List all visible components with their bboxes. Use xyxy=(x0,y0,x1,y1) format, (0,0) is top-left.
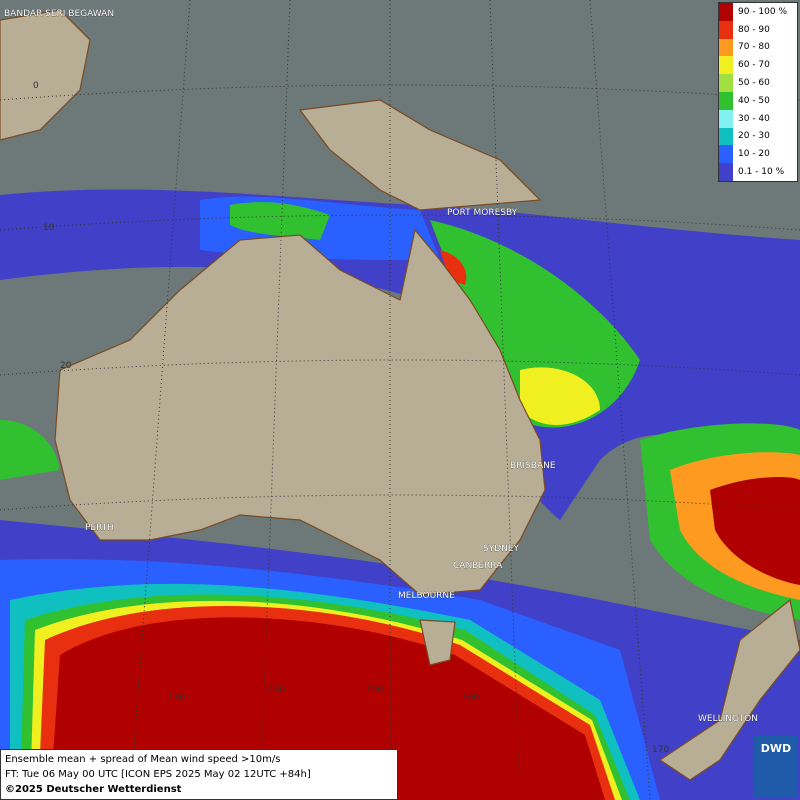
place-label: CANBERRA xyxy=(453,561,503,571)
legend: 90 - 100 % 80 - 90 70 - 80 60 - 70 50 - 60 40… xyxy=(718,2,798,182)
graticule-label: 170 xyxy=(652,745,669,755)
legend-label: 0.1 - 10 % xyxy=(738,167,785,178)
place-label: PERTH xyxy=(85,523,114,533)
legend-item: 20 - 30 xyxy=(719,127,797,146)
land xyxy=(0,9,800,781)
place-label: SYDNEY xyxy=(483,544,520,554)
legend-swatch xyxy=(719,38,733,57)
legend-item: 40 - 50 xyxy=(719,91,797,110)
legend-label: 90 - 100 % xyxy=(738,6,788,17)
legend-label: 60 - 70 xyxy=(738,60,770,71)
legend-item: 60 - 70 xyxy=(719,56,797,75)
legend-swatch xyxy=(719,145,733,164)
legend-label: 20 - 30 xyxy=(738,131,770,142)
legend-item: 10 - 20 xyxy=(719,145,797,164)
legend-item: 80 - 90 xyxy=(719,20,797,39)
legend-item: 50 - 60 xyxy=(719,74,797,92)
graticule-label: 140 xyxy=(268,685,285,695)
legend-item: 90 - 100 % xyxy=(719,3,797,21)
legend-label: 50 - 60 xyxy=(738,78,770,89)
legend-label: 30 - 40 xyxy=(738,113,770,124)
caption-line: FT: Tue 06 May 00 UTC [ICON EPS 2025 May… xyxy=(5,769,311,780)
legend-swatch xyxy=(719,20,733,39)
legend-swatch xyxy=(719,56,733,75)
copyright: ©2025 Deutscher Wetterdienst xyxy=(5,784,182,795)
legend-item: 70 - 80 xyxy=(719,38,797,57)
legend-label: 10 - 20 xyxy=(738,149,770,160)
place-label: MELBOURNE xyxy=(398,591,455,601)
legend-item: 0.1 - 10 % xyxy=(719,163,797,181)
legend-item: 30 - 40 xyxy=(719,109,797,128)
caption-line: Ensemble mean + spread of Mean wind spee… xyxy=(5,754,281,765)
legend-swatch xyxy=(719,74,733,92)
place-label: WELLINGTON xyxy=(698,714,758,724)
graticule-label: 130 xyxy=(168,693,185,703)
caption: Ensemble mean + spread of Mean wind spee… xyxy=(0,749,398,800)
place-label: BRISBANE xyxy=(510,461,556,471)
legend-swatch xyxy=(719,3,733,21)
legend-label: 80 - 90 xyxy=(738,24,770,35)
graticule-label: 10 xyxy=(43,223,55,233)
legend-swatch xyxy=(719,91,733,110)
graticule-label: 20 xyxy=(60,361,72,371)
graticule-label: 160 xyxy=(462,693,479,703)
graticule-label: 150 xyxy=(366,685,383,695)
place-label: BANDAR SERI BEGAWAN xyxy=(4,9,114,19)
logo: DWD xyxy=(754,736,798,798)
legend-swatch xyxy=(719,109,733,128)
place-label: PORT MORESBY xyxy=(447,208,518,218)
legend-label: 70 - 80 xyxy=(738,42,770,53)
wind-field xyxy=(0,189,800,800)
legend-label: 40 - 50 xyxy=(738,95,770,106)
legend-swatch xyxy=(719,127,733,146)
graticule-label: 0 xyxy=(33,81,39,91)
legend-swatch xyxy=(719,163,733,181)
